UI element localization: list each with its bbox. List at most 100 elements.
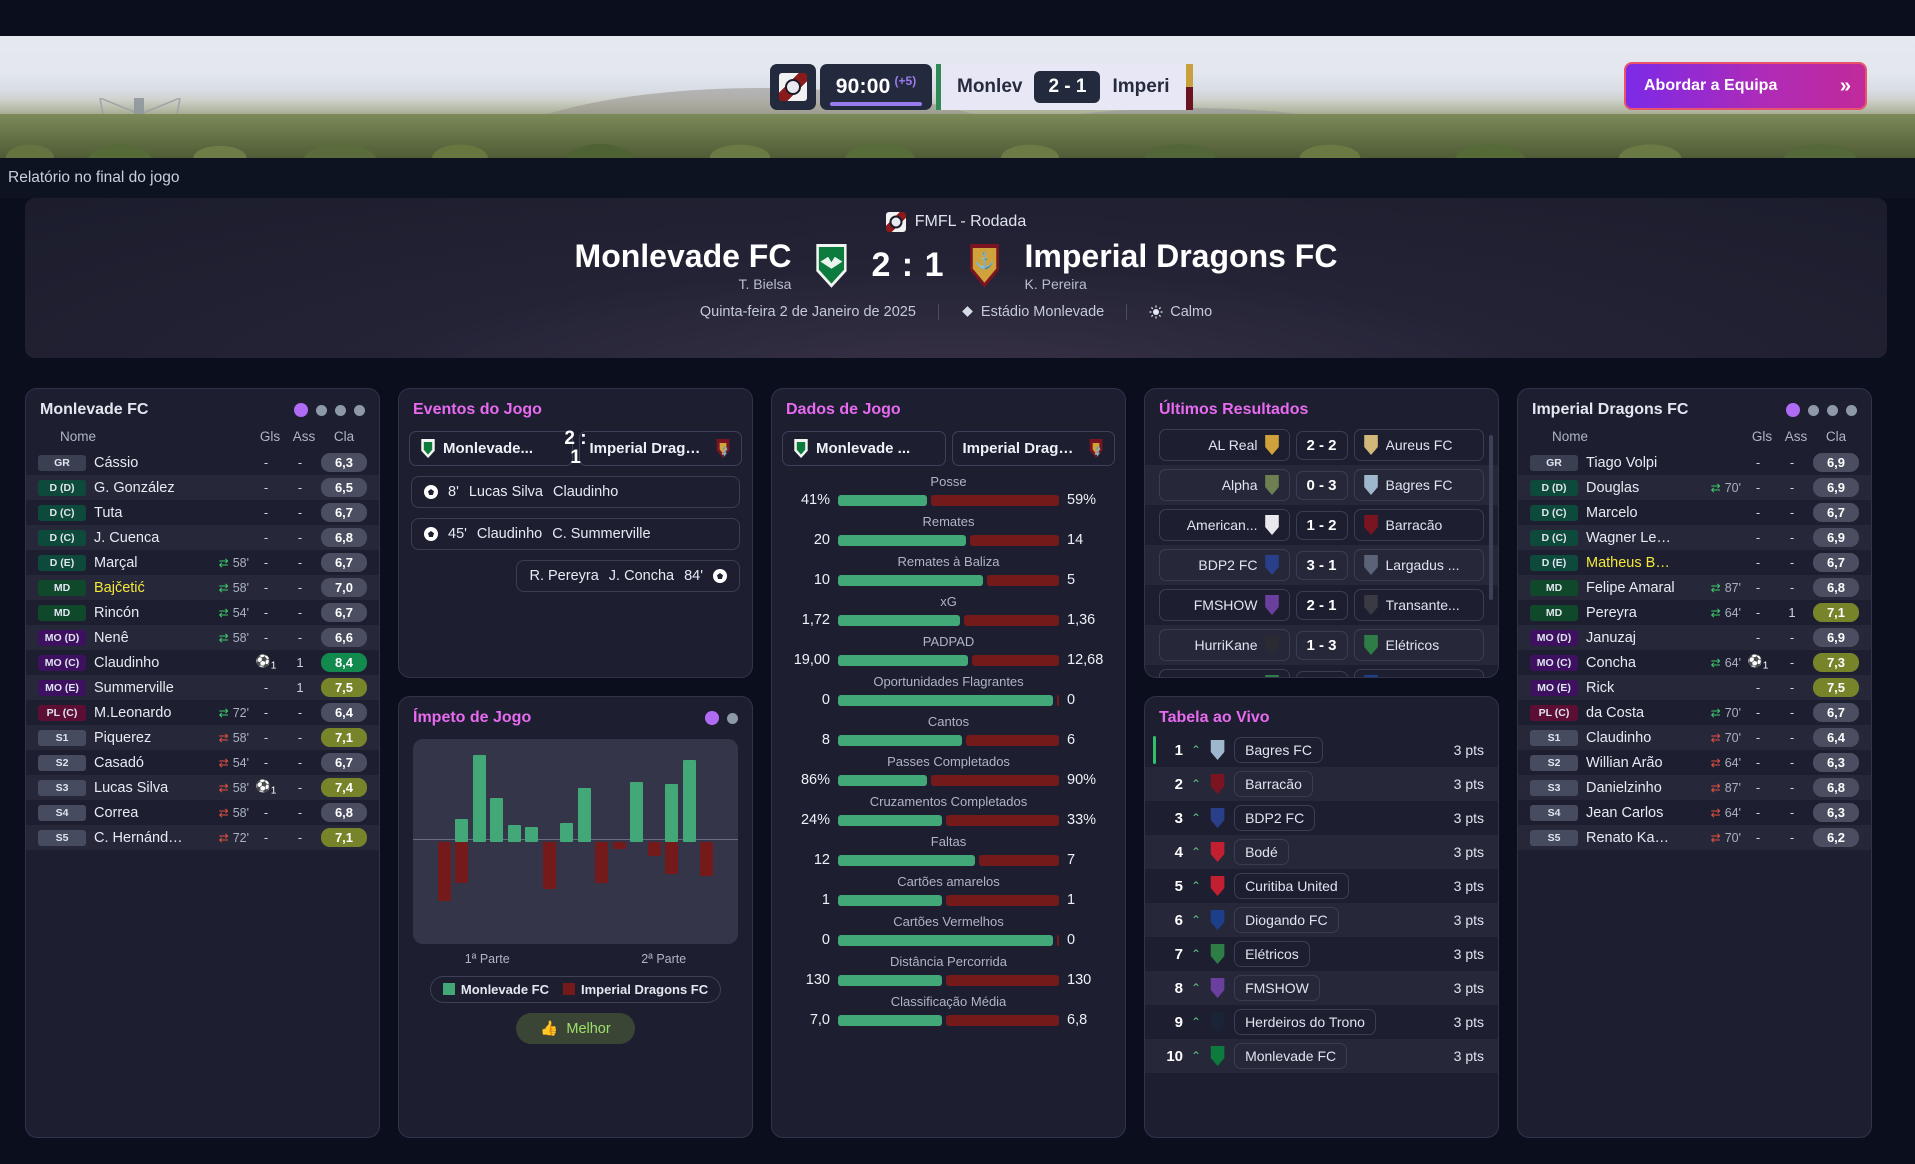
goal-event[interactable]: R. Pereyra J. Concha 84' — [516, 560, 740, 592]
home-squad-page-dots[interactable] — [294, 403, 365, 417]
page-dot-4[interactable] — [1846, 404, 1857, 416]
table-row[interactable]: PL (C) da Costa ⇄ 70' - - 6,7 — [1518, 700, 1871, 725]
player-name[interactable]: Correa — [94, 804, 139, 821]
player-name[interactable]: Wagner Leon... — [1586, 529, 1675, 546]
player-name[interactable]: Tuta — [94, 504, 123, 521]
table-row[interactable]: MO (E) Summerville - 1 7,5 — [26, 675, 379, 700]
player-name[interactable]: Claudinho — [94, 654, 160, 671]
player-name[interactable]: Renato Kayser — [1586, 829, 1675, 846]
result-row[interactable]: HurriKane 1 - 3 Elétricos — [1145, 625, 1498, 665]
league-row[interactable]: 2 ⌃ Barracão 3 pts — [1145, 767, 1498, 801]
player-name[interactable]: Rincón — [94, 604, 140, 621]
player-name[interactable]: Januzaj — [1586, 629, 1636, 646]
result-row[interactable]: American... 1 - 2 Barracão — [1145, 505, 1498, 545]
league-row[interactable]: 3 ⌃ BDP2 FC 3 pts — [1145, 801, 1498, 835]
player-name[interactable]: Rick — [1586, 679, 1615, 696]
page-dot-2[interactable] — [1808, 404, 1819, 416]
player-name[interactable]: Nenê — [94, 629, 129, 646]
table-row[interactable]: PL (C) M.Leonardo ⇄ 72' - - 6,4 — [26, 700, 379, 725]
table-row[interactable]: MO (C) Concha ⇄ 64' ⚽1 - 7,3 — [1518, 650, 1871, 675]
result-row[interactable]: AL Real 2 - 2 Aureus FC — [1145, 425, 1498, 465]
league-row[interactable]: 5 ⌃ Curitiba United 3 pts — [1145, 869, 1498, 903]
table-row[interactable]: D (E) Marçal ⇄ 58' - - 6,7 — [26, 550, 379, 575]
momentum-page-dots[interactable] — [705, 711, 738, 725]
address-team-button[interactable]: Abordar a Equipa » — [1624, 62, 1867, 110]
page-dot-1[interactable] — [1786, 403, 1800, 417]
table-row[interactable]: S3 Danielzinho ⇄ 87' - - 6,8 — [1518, 775, 1871, 800]
table-row[interactable]: GR Cássio - - 6,3 — [26, 450, 379, 475]
table-row[interactable]: MO (D) Januzaj - - 6,9 — [1518, 625, 1871, 650]
page-dot-3[interactable] — [335, 404, 346, 416]
league-row[interactable]: 9 ⌃ Herdeiros do Trono 3 pts — [1145, 1005, 1498, 1039]
player-name[interactable]: Cássio — [94, 454, 139, 471]
table-row[interactable]: D (D) Douglas ⇄ 70' - - 6,9 — [1518, 475, 1871, 500]
player-name[interactable]: Felipe Amaral — [1586, 579, 1675, 596]
result-row[interactable]: Alpha 0 - 3 Bagres FC — [1145, 465, 1498, 505]
table-row[interactable]: D (D) G. González - - 6,5 — [26, 475, 379, 500]
result-row[interactable]: IPA FC 0 - 1 Diogando ... — [1145, 665, 1498, 677]
table-row[interactable]: S2 Casadó ⇄ 54' - - 6,7 — [26, 750, 379, 775]
player-name[interactable]: Matheus Bahia — [1586, 554, 1675, 571]
table-row[interactable]: S4 Jean Carlos ⇄ 64' - - 6,3 — [1518, 800, 1871, 825]
player-name[interactable]: Willian Arão — [1586, 754, 1663, 771]
table-row[interactable]: D (C) Wagner Leon... - - 6,9 — [1518, 525, 1871, 550]
results-scrollbar[interactable] — [1489, 435, 1493, 600]
match-ticker[interactable]: 90:00 (+5) Monlev 2 - 1 Imperi — [770, 64, 1193, 110]
player-name[interactable]: Marcelo — [1586, 504, 1638, 521]
player-name[interactable]: Casadó — [94, 754, 144, 771]
league-row[interactable]: 7 ⌃ Elétricos 3 pts — [1145, 937, 1498, 971]
page-dot-2[interactable] — [727, 712, 738, 724]
page-dot-2[interactable] — [316, 404, 327, 416]
table-row[interactable]: S4 Correa ⇄ 58' - - 6,8 — [26, 800, 379, 825]
player-name[interactable]: Tiago Volpi — [1586, 454, 1658, 471]
ticker-scoreline[interactable]: Monlev 2 - 1 Imperi — [936, 64, 1186, 110]
player-name[interactable]: J. Cuenca — [94, 529, 160, 546]
events-home-tab[interactable]: Monlevade... — [409, 431, 573, 466]
player-name[interactable]: Marçal — [94, 554, 138, 571]
player-name[interactable]: Concha — [1586, 654, 1636, 671]
player-name[interactable]: Piquerez — [94, 729, 152, 746]
stats-away-tab[interactable]: Imperial Dragons ... — [951, 431, 1115, 466]
page-dot-1[interactable] — [705, 711, 719, 725]
page-dot-3[interactable] — [1827, 404, 1838, 416]
table-row[interactable]: S1 Claudinho ⇄ 70' - - 6,4 — [1518, 725, 1871, 750]
league-row[interactable]: 10 ⌃ Monlevade FC 3 pts — [1145, 1039, 1498, 1073]
goal-event[interactable]: 45' Claudinho C. Summerville — [411, 518, 740, 550]
league-row[interactable]: 1 ⌃ Bagres FC 3 pts — [1145, 733, 1498, 767]
table-row[interactable]: D (C) J. Cuenca - - 6,8 — [26, 525, 379, 550]
table-row[interactable]: D (C) Marcelo - - 6,7 — [1518, 500, 1871, 525]
player-name[interactable]: G. González — [94, 479, 175, 496]
table-row[interactable]: MD Bajčetić ⇄ 58' - - 7,0 — [26, 575, 379, 600]
table-row[interactable]: MD Pereyra ⇄ 64' - 1 7,1 — [1518, 600, 1871, 625]
table-row[interactable]: MD Rincón ⇄ 54' - - 6,7 — [26, 600, 379, 625]
league-row[interactable]: 6 ⌃ Diogando FC 3 pts — [1145, 903, 1498, 937]
player-name[interactable]: C. Hernández — [94, 829, 183, 846]
table-row[interactable]: S3 Lucas Silva ⇄ 58' ⚽1 - 7,4 — [26, 775, 379, 800]
table-row[interactable]: S5 C. Hernández ⇄ 72' - - 7,1 — [26, 825, 379, 850]
events-team-tabs[interactable]: Monlevade... 2 : 1 Imperial Dragon... — [399, 425, 752, 476]
events-away-tab[interactable]: Imperial Dragon... — [578, 431, 742, 466]
table-row[interactable]: GR Tiago Volpi - - 6,9 — [1518, 450, 1871, 475]
result-row[interactable]: BDP2 FC 3 - 1 Largadus ... — [1145, 545, 1498, 585]
table-row[interactable]: D (E) Matheus Bahia - - 6,7 — [1518, 550, 1871, 575]
league-row[interactable]: 4 ⌃ Bodé 3 pts — [1145, 835, 1498, 869]
player-name[interactable]: Bajčetić — [94, 579, 145, 596]
stats-team-tabs[interactable]: Monlevade ... Imperial Dragons ... — [772, 425, 1125, 474]
player-name[interactable]: Lucas Silva — [94, 779, 169, 796]
player-name[interactable]: M.Leonardo — [94, 704, 172, 721]
table-row[interactable]: MO (E) Rick - - 7,5 — [1518, 675, 1871, 700]
table-row[interactable]: S1 Piquerez ⇄ 58' - - 7,1 — [26, 725, 379, 750]
player-name[interactable]: Claudinho — [1586, 729, 1652, 746]
league-row[interactable]: 8 ⌃ FMSHOW 3 pts — [1145, 971, 1498, 1005]
goal-event[interactable]: 8' Lucas Silva Claudinho — [411, 476, 740, 508]
player-name[interactable]: Danielzinho — [1586, 779, 1662, 796]
table-row[interactable]: MO (C) Claudinho ⚽1 1 8,4 — [26, 650, 379, 675]
page-dot-1[interactable] — [294, 403, 308, 417]
player-name[interactable]: Douglas — [1586, 479, 1640, 496]
table-row[interactable]: D (C) Tuta - - 6,7 — [26, 500, 379, 525]
best-button[interactable]: 👍 Melhor — [516, 1013, 635, 1044]
player-name[interactable]: Jean Carlos — [1586, 804, 1664, 821]
player-name[interactable]: Summerville — [94, 679, 174, 696]
player-name[interactable]: da Costa — [1586, 704, 1645, 721]
table-row[interactable]: MO (D) Nenê ⇄ 58' - - 6,6 — [26, 625, 379, 650]
